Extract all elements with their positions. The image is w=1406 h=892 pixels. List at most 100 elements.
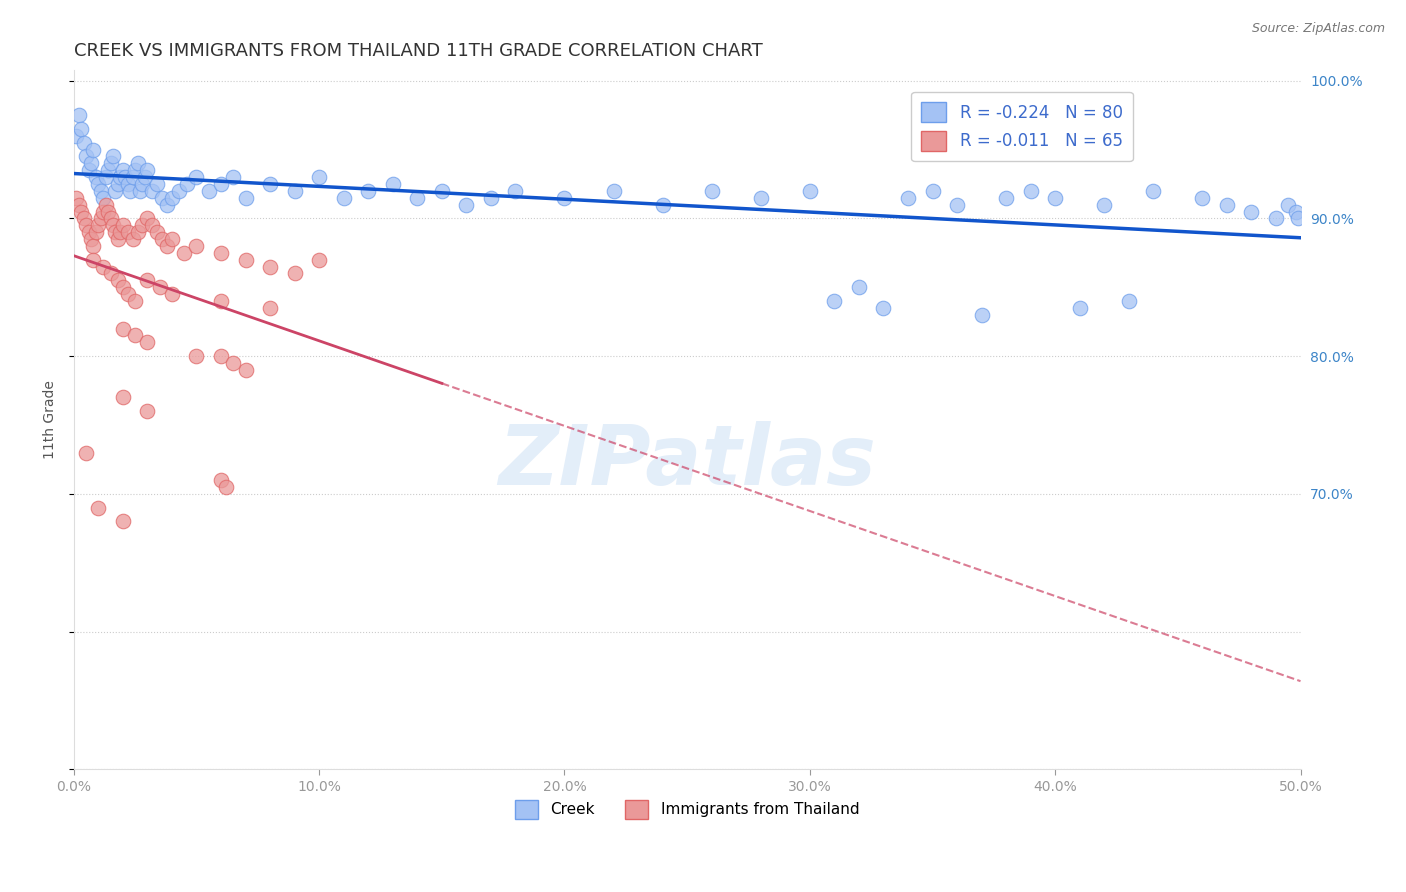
Point [141,219,163,233]
Point [72,211,94,226]
Point [160,191,183,205]
Point [235,252,257,267]
Point [77,225,100,239]
Point [97,204,120,219]
Point [100,211,122,226]
Point [259,177,281,191]
Point [77,163,100,178]
Point [70,121,93,136]
Point [1019,184,1042,198]
Point [897,191,920,205]
Point [111,280,134,294]
Point [197,184,219,198]
Point [110,170,132,185]
Point [186,349,208,363]
Text: ZIPatlas: ZIPatlas [498,421,876,502]
Point [209,293,232,308]
Point [94,197,117,211]
Point [357,184,380,198]
Point [215,480,238,494]
Point [259,301,281,315]
Point [456,197,478,211]
Point [141,184,163,198]
Point [107,232,129,246]
Point [111,515,134,529]
Point [970,308,993,322]
Point [87,500,110,515]
Point [111,163,134,178]
Point [124,293,146,308]
Point [124,328,146,343]
Point [87,219,110,233]
Point [1142,184,1164,198]
Point [749,191,772,205]
Point [149,280,172,294]
Point [146,225,169,239]
Point [160,232,183,246]
Point [150,232,173,246]
Point [111,219,134,233]
Point [156,197,179,211]
Point [121,232,143,246]
Point [136,273,159,287]
Point [72,136,94,150]
Point [87,177,110,191]
Point [82,239,104,253]
Point [332,191,354,205]
Point [651,197,673,211]
Point [799,184,821,198]
Point [120,184,142,198]
Point [553,191,575,205]
Point [150,191,173,205]
Point [111,391,134,405]
Point [209,349,232,363]
Point [110,225,132,239]
Point [131,219,153,233]
Point [308,170,330,185]
Point [84,170,107,185]
Point [1277,197,1299,211]
Point [284,267,307,281]
Point [65,191,87,205]
Point [117,177,139,191]
Point [430,184,453,198]
Point [209,245,232,260]
Point [235,191,257,205]
Point [1240,204,1263,219]
Point [186,170,208,185]
Point [1069,301,1091,315]
Point [381,177,404,191]
Point [946,197,969,211]
Point [101,219,124,233]
Point [127,225,149,239]
Point [209,473,232,487]
Point [186,239,208,253]
Point [505,184,527,198]
Point [173,245,195,260]
Point [114,170,136,185]
Point [104,225,127,239]
Point [80,156,103,170]
Point [91,191,114,205]
Point [75,445,97,459]
Point [131,177,153,191]
Point [136,211,159,226]
Point [129,184,152,198]
Text: Source: ZipAtlas.com: Source: ZipAtlas.com [1251,22,1385,36]
Point [921,184,943,198]
Point [1092,197,1115,211]
Point [67,108,90,122]
Point [127,156,149,170]
Point [107,273,129,287]
Point [134,170,156,185]
Point [121,170,143,185]
Point [1043,191,1066,205]
Point [104,184,127,198]
Point [94,170,117,185]
Point [90,211,112,226]
Point [602,184,624,198]
Point [222,356,245,370]
Point [156,239,179,253]
Point [82,143,104,157]
Point [100,156,122,170]
